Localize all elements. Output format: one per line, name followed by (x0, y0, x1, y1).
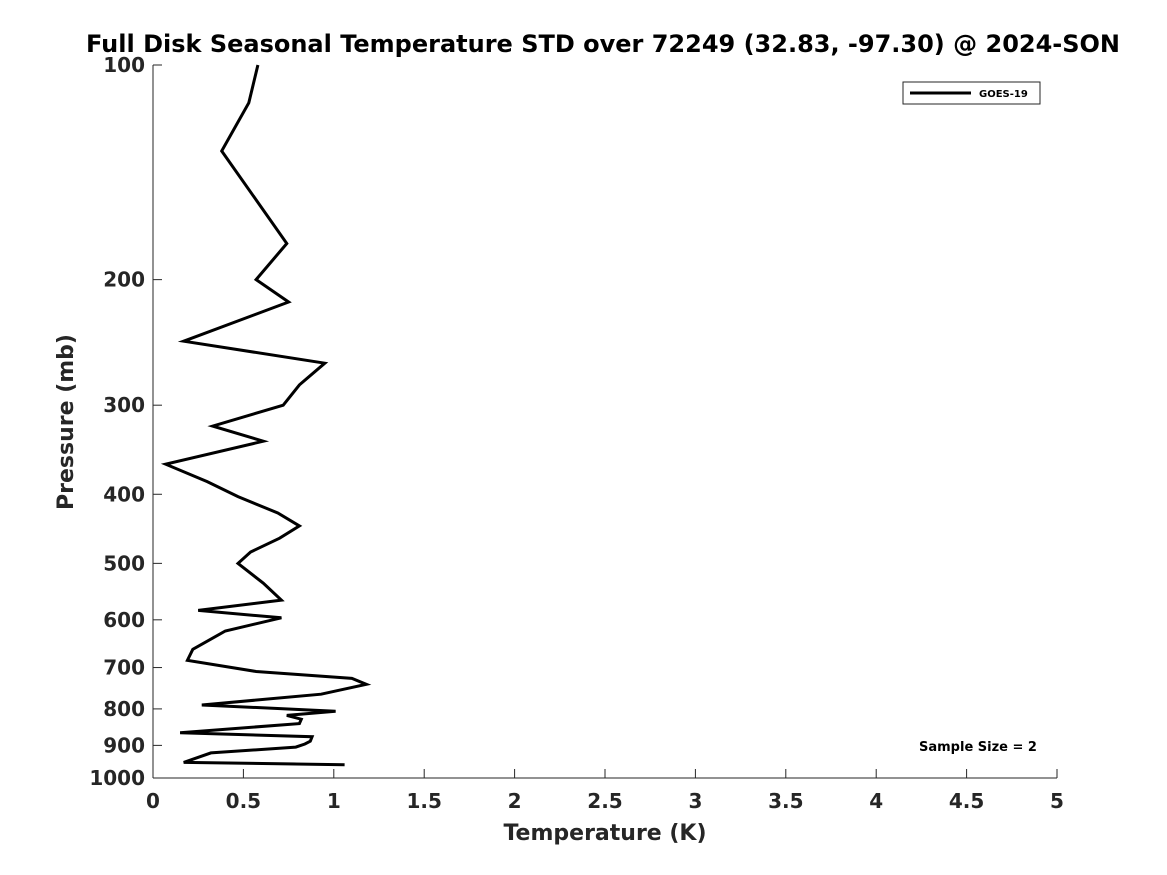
legend[interactable]: GOES-19 (902, 81, 1041, 105)
y-tick-label: 900 (103, 733, 145, 757)
y-tick-label: 500 (103, 551, 145, 575)
x-tick-label: 4 (869, 789, 883, 813)
legend-box (902, 81, 1041, 105)
y-tick-label: 300 (103, 393, 145, 417)
x-tick-label: 0.5 (226, 789, 261, 813)
x-tick-label: 0 (146, 789, 160, 813)
x-tick-label: 4.5 (949, 789, 984, 813)
x-tick-label: 1.5 (406, 789, 441, 813)
series-layer (160, 64, 372, 767)
x-axis-label: Temperature (K) (503, 821, 706, 846)
x-tick-label: 2 (508, 789, 522, 813)
series-line-goes-19 (160, 64, 372, 767)
x-tick-label: 5 (1050, 789, 1064, 813)
x-tick-label: 3 (688, 789, 702, 813)
sample-size-annotation: Sample Size = 2 (919, 740, 1037, 755)
x-tick-label: 1 (327, 789, 341, 813)
x-tick-label: 2.5 (587, 789, 622, 813)
y-tick-label: 600 (103, 608, 145, 632)
axes (152, 65, 1057, 779)
y-ticks: 100 200 300 400 500 600 700 800 900 1000 (89, 53, 162, 790)
y-tick-label: 400 (103, 482, 145, 506)
x-tick-label: 3.5 (768, 789, 803, 813)
legend-label: GOES-19 (979, 89, 1028, 100)
y-tick-label: 1000 (89, 766, 145, 790)
x-ticks: 0 0.5 1 1.5 2 2.5 3 3.5 4 4.5 5 (146, 769, 1064, 813)
y-axis-label: Pressure (mb) (54, 334, 79, 510)
chart-title: Full Disk Seasonal Temperature STD over … (86, 30, 1120, 58)
y-tick-label: 700 (103, 656, 145, 680)
y-tick-label: 800 (103, 697, 145, 721)
y-tick-label: 100 (103, 53, 145, 77)
y-tick-label: 200 (103, 268, 145, 292)
